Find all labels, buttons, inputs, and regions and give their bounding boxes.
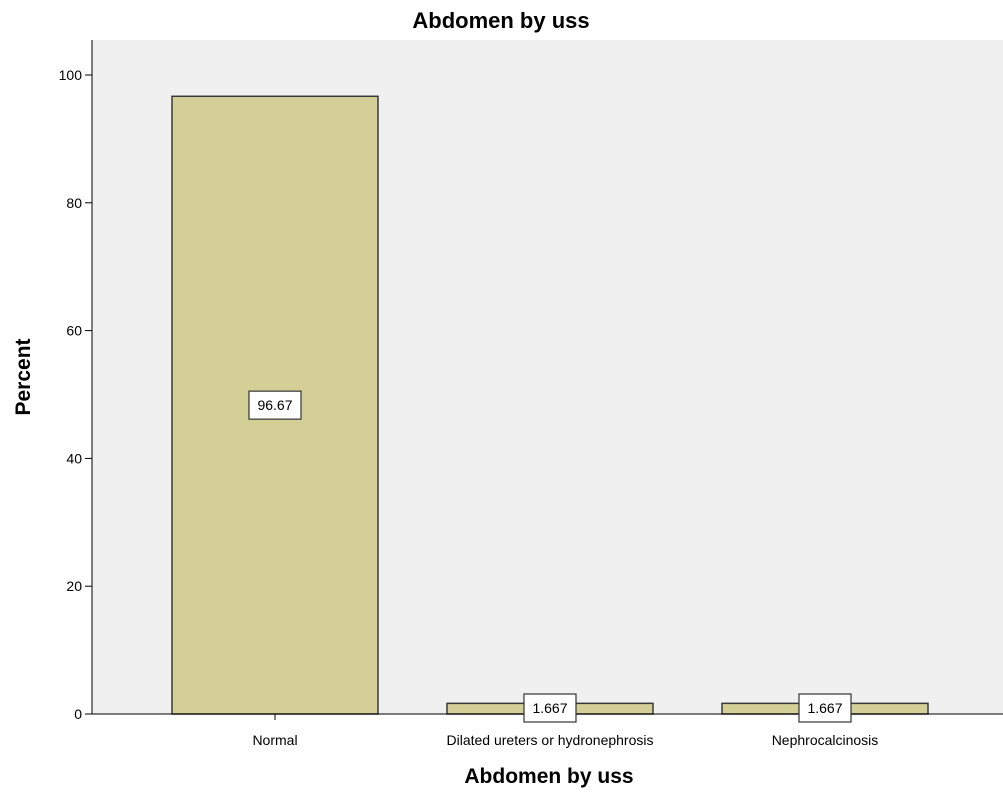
data-label-box: [523, 693, 577, 723]
plot-layer: 0 20 40 60 80 100 Normal Dilated ureters or hyd…: [59, 40, 1003, 748]
data-label-box: [248, 390, 302, 420]
chart-title: Abdomen by uss: [412, 8, 589, 33]
data-label: 1.667: [532, 700, 567, 716]
x-category-label: Nephrocalcinosis: [772, 732, 879, 748]
x-axis-label: Abdomen by uss: [464, 765, 633, 788]
y-axis-label: Percent: [12, 338, 35, 415]
data-label: 96.67: [257, 397, 292, 413]
y-tick-label: 0: [74, 706, 82, 722]
y-tick-label: 20: [66, 578, 82, 594]
y-tick-label: 40: [66, 450, 82, 466]
x-category-label: Dilated ureters or hydronephrosis: [447, 732, 654, 748]
x-category-label: Normal: [252, 732, 297, 748]
y-tick-label: 60: [66, 323, 82, 339]
y-tick-label: 100: [59, 67, 83, 83]
data-label: 1.667: [807, 700, 842, 716]
y-tick-label: 80: [66, 195, 82, 211]
data-label-box: [798, 693, 852, 723]
